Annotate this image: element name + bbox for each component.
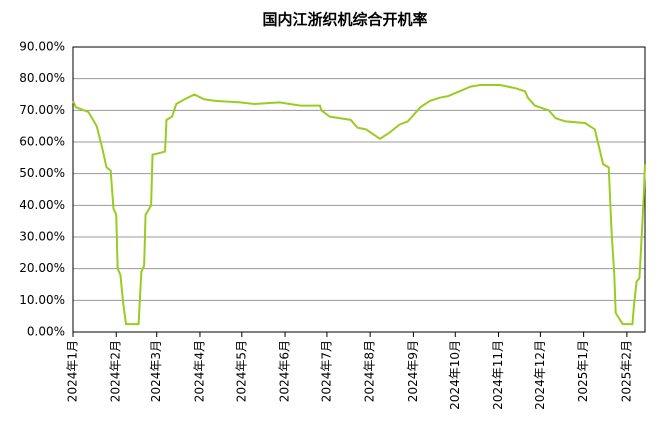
y-tick-label: 10.00% <box>19 293 65 307</box>
x-tick-label: 2024年12月 <box>533 340 547 410</box>
x-tick-label: 2024年8月 <box>363 340 377 402</box>
chart-title: 国内江浙织机综合开机率 <box>262 11 427 29</box>
y-tick-label: 20.00% <box>19 261 65 275</box>
y-tick-label: 30.00% <box>19 230 65 244</box>
x-tick-label: 2025年2月 <box>619 340 633 402</box>
x-tick-label: 2025年1月 <box>576 340 590 402</box>
x-tick-label: 2024年3月 <box>149 340 163 402</box>
plot-frame <box>72 46 646 333</box>
x-tick-label: 2024年1月 <box>66 340 80 402</box>
x-tick-label: 2024年5月 <box>234 340 248 402</box>
x-tick-label: 2024年11月 <box>491 340 505 410</box>
y-tick-label: 80.00% <box>19 71 65 85</box>
y-tick-label: 70.00% <box>19 103 65 117</box>
x-tick-label: 2024年6月 <box>278 340 292 402</box>
data-line <box>72 84 646 326</box>
x-tick-label: 2024年4月 <box>192 340 206 402</box>
y-tick-label: 60.00% <box>19 135 65 149</box>
x-tick-label: 2024年10月 <box>448 340 462 410</box>
x-tick-label: 2024年7月 <box>319 340 333 402</box>
x-tick-label: 2024年2月 <box>109 340 123 402</box>
y-tick-label: 90.00% <box>19 40 65 54</box>
y-tick-label: 40.00% <box>19 198 65 212</box>
y-tick-label: 50.00% <box>19 166 65 180</box>
x-tick-label: 2024年9月 <box>406 340 420 402</box>
y-tick-label: 0.00% <box>27 325 65 339</box>
